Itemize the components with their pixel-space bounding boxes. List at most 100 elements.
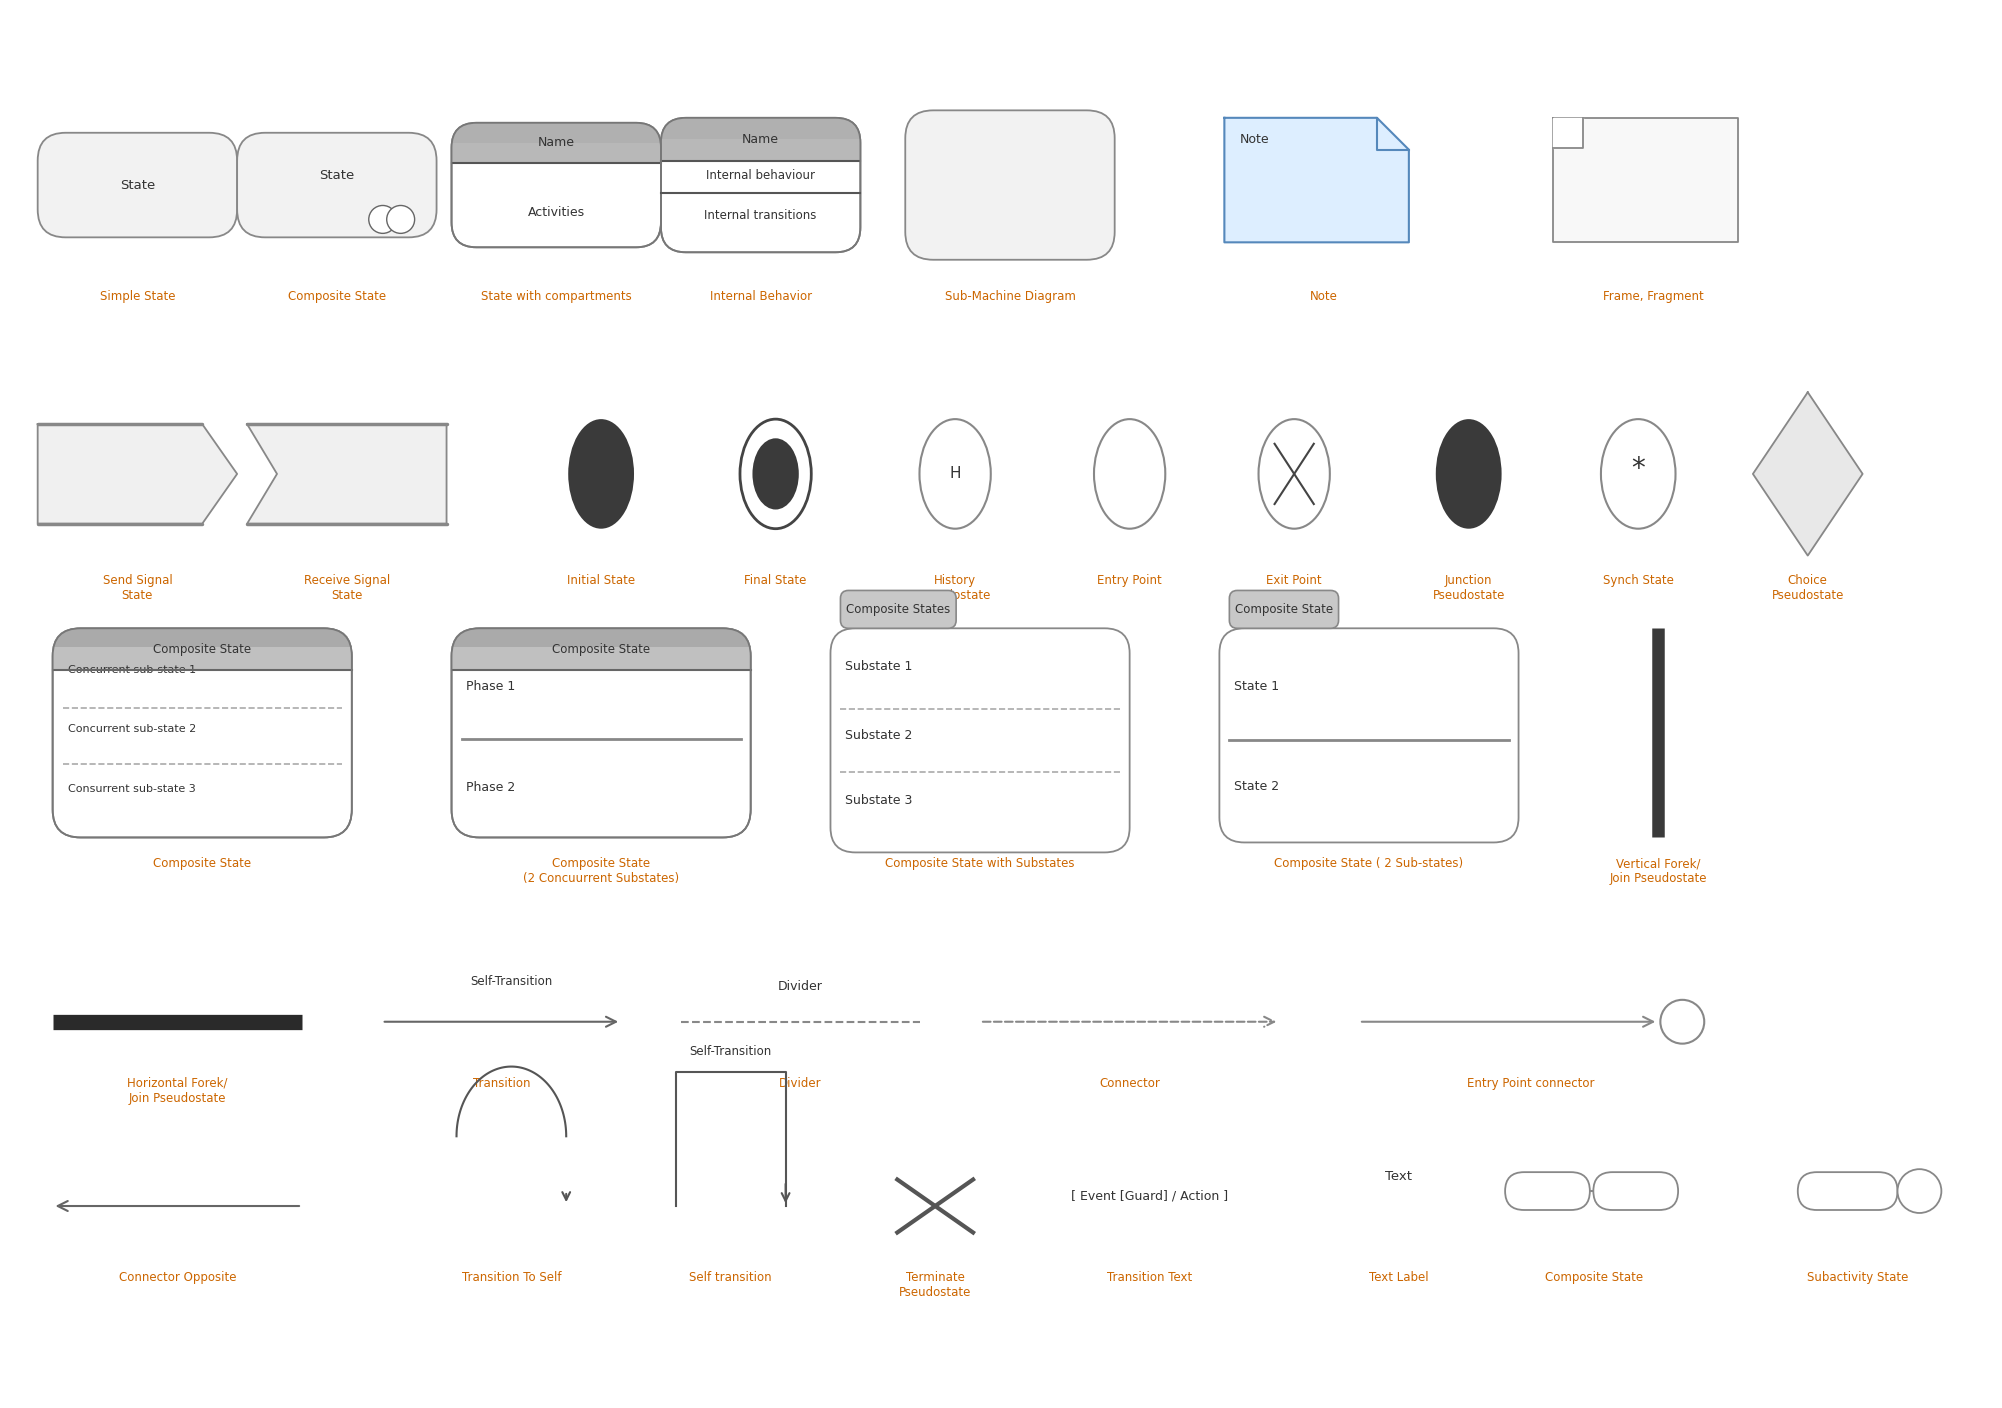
Ellipse shape xyxy=(569,420,635,528)
Text: Name: Name xyxy=(743,132,779,146)
Text: Sub-Machine Diagram: Sub-Machine Diagram xyxy=(945,290,1075,303)
Circle shape xyxy=(1660,1000,1704,1043)
Text: Entry Point: Entry Point xyxy=(1097,573,1161,587)
Text: Transition: Transition xyxy=(472,1077,531,1090)
Polygon shape xyxy=(1754,393,1862,556)
Text: Connector: Connector xyxy=(1099,1077,1159,1090)
FancyBboxPatch shape xyxy=(905,110,1115,259)
FancyBboxPatch shape xyxy=(1506,1171,1590,1209)
Text: Substate 1: Substate 1 xyxy=(845,660,913,673)
Text: Composite State: Composite State xyxy=(1235,603,1333,615)
Text: Concurrent sub-state 2: Concurrent sub-state 2 xyxy=(68,724,196,734)
Text: Choice
Pseudostate: Choice Pseudostate xyxy=(1772,573,1844,601)
Text: Receive Signal
State: Receive Signal State xyxy=(304,573,390,601)
Text: Entry Point connector: Entry Point connector xyxy=(1467,1077,1594,1090)
Text: Name: Name xyxy=(539,137,575,149)
Text: Text: Text xyxy=(1385,1170,1411,1183)
Polygon shape xyxy=(38,424,236,524)
Text: Composite State: Composite State xyxy=(154,857,252,870)
Text: Composite State: Composite State xyxy=(154,642,252,656)
Text: Concurrent sub-state 1: Concurrent sub-state 1 xyxy=(68,665,196,674)
Polygon shape xyxy=(1554,118,1738,242)
Text: Terminate
Pseudostate: Terminate Pseudostate xyxy=(899,1271,971,1298)
Text: Note: Note xyxy=(1239,134,1269,146)
Polygon shape xyxy=(246,424,446,524)
Bar xyxy=(452,648,751,670)
Text: Composite State: Composite State xyxy=(553,642,651,656)
Text: Composite State
(2 Concuurrent Substates): Composite State (2 Concuurrent Substates… xyxy=(523,857,679,886)
Text: Junction
Pseudostate: Junction Pseudostate xyxy=(1433,573,1506,601)
Text: Synch State: Synch State xyxy=(1604,573,1674,587)
Text: Note: Note xyxy=(1309,290,1337,303)
FancyBboxPatch shape xyxy=(661,118,861,161)
Text: Vertical Forek/
Join Pseudostate: Vertical Forek/ Join Pseudostate xyxy=(1610,857,1708,886)
Text: Simple State: Simple State xyxy=(100,290,174,303)
FancyBboxPatch shape xyxy=(52,628,352,838)
FancyBboxPatch shape xyxy=(1798,1171,1898,1209)
FancyBboxPatch shape xyxy=(452,628,751,838)
Text: State with compartments: State with compartments xyxy=(480,290,631,303)
Text: Activities: Activities xyxy=(529,206,585,220)
FancyBboxPatch shape xyxy=(452,628,751,670)
Ellipse shape xyxy=(1435,420,1502,528)
Text: Transition To Self: Transition To Self xyxy=(462,1271,561,1284)
Text: Internal behaviour: Internal behaviour xyxy=(707,169,815,182)
Text: Internal Behavior: Internal Behavior xyxy=(709,290,811,303)
Text: Composite State: Composite State xyxy=(1546,1271,1644,1284)
Text: Self transition: Self transition xyxy=(689,1271,773,1284)
Bar xyxy=(52,648,352,670)
Text: Substate 2: Substate 2 xyxy=(845,729,913,742)
FancyBboxPatch shape xyxy=(452,122,661,163)
Ellipse shape xyxy=(1093,420,1165,528)
Text: [ Event [Guard] / Action ]: [ Event [Guard] / Action ] xyxy=(1071,1190,1227,1202)
Polygon shape xyxy=(1554,118,1584,148)
Text: Composite State with Substates: Composite State with Substates xyxy=(885,857,1075,870)
Text: Divider: Divider xyxy=(779,980,823,994)
Text: Self-Transition: Self-Transition xyxy=(689,1045,773,1059)
Ellipse shape xyxy=(919,420,991,528)
Text: History
Pseudostate: History Pseudostate xyxy=(919,573,991,601)
FancyBboxPatch shape xyxy=(1219,628,1520,842)
Ellipse shape xyxy=(1259,420,1329,528)
Text: Initial State: Initial State xyxy=(567,573,635,587)
Text: Consurrent sub-state 3: Consurrent sub-state 3 xyxy=(68,784,196,794)
FancyBboxPatch shape xyxy=(841,590,957,628)
Text: Phase 1: Phase 1 xyxy=(466,680,517,693)
FancyBboxPatch shape xyxy=(452,122,661,248)
Text: Horizontal Forek/
Join Pseudostate: Horizontal Forek/ Join Pseudostate xyxy=(126,1077,228,1104)
Text: Transition Text: Transition Text xyxy=(1107,1271,1193,1284)
Ellipse shape xyxy=(741,420,811,528)
Circle shape xyxy=(1898,1169,1942,1212)
Ellipse shape xyxy=(753,438,799,510)
Text: Frame, Fragment: Frame, Fragment xyxy=(1604,290,1704,303)
Text: Send Signal
State: Send Signal State xyxy=(102,573,172,601)
Text: Phase 2: Phase 2 xyxy=(466,781,517,794)
FancyBboxPatch shape xyxy=(1229,590,1339,628)
Text: Exit Point: Exit Point xyxy=(1267,573,1321,587)
Polygon shape xyxy=(1225,118,1409,242)
Text: Divider: Divider xyxy=(779,1077,823,1090)
FancyBboxPatch shape xyxy=(38,132,236,238)
Text: Self-Transition: Self-Transition xyxy=(470,976,553,988)
FancyBboxPatch shape xyxy=(236,132,436,238)
FancyBboxPatch shape xyxy=(831,628,1129,852)
Text: State 2: State 2 xyxy=(1235,780,1279,793)
Text: Composite State ( 2 Sub-states): Composite State ( 2 Sub-states) xyxy=(1275,857,1463,870)
Text: Text Label: Text Label xyxy=(1369,1271,1429,1284)
Bar xyxy=(661,139,861,161)
Text: Composite States: Composite States xyxy=(847,603,951,615)
FancyBboxPatch shape xyxy=(52,628,352,670)
Ellipse shape xyxy=(1602,420,1676,528)
Text: H: H xyxy=(949,466,961,482)
Text: State: State xyxy=(120,179,154,191)
Text: Substate 3: Substate 3 xyxy=(845,794,913,807)
Text: Connector Opposite: Connector Opposite xyxy=(118,1271,236,1284)
Bar xyxy=(452,142,661,163)
Text: State: State xyxy=(318,169,354,182)
Text: Internal transitions: Internal transitions xyxy=(705,210,817,222)
Circle shape xyxy=(386,206,414,234)
Circle shape xyxy=(368,206,396,234)
Text: Subactivity State: Subactivity State xyxy=(1808,1271,1908,1284)
Text: Final State: Final State xyxy=(745,573,807,587)
Text: Composite State: Composite State xyxy=(288,290,386,303)
